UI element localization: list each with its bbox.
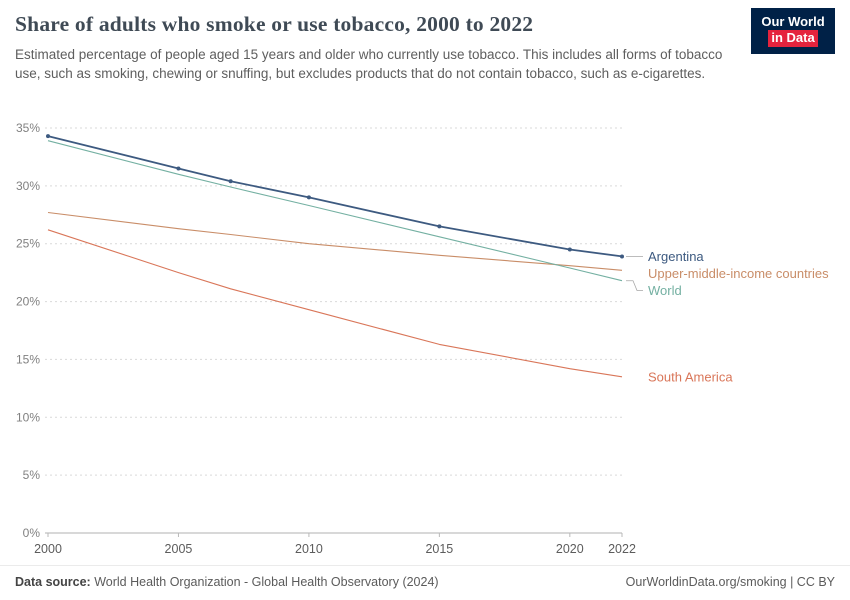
y-tick-label: 35%: [16, 121, 40, 135]
x-tick-label: 2010: [295, 542, 323, 556]
y-tick-label: 20%: [16, 295, 40, 309]
owid-logo[interactable]: Our World in Data: [751, 8, 835, 54]
chart-subtitle: Estimated percentage of people aged 15 y…: [15, 47, 723, 82]
y-tick-label: 15%: [16, 352, 40, 366]
line-chart: 0% 5% 10% 15% 20% 25% 30% 35% 2000 2005 2010 2015 20…: [0, 110, 850, 570]
series-line-argentina[interactable]: [47, 135, 623, 258]
page-title: Share of adults who smoke or use tobacco…: [15, 12, 534, 36]
owid-link[interactable]: OurWorldinData.org/smoking | CC BY: [625, 575, 835, 589]
data-source: Data source: World Health Organization -…: [15, 575, 439, 600]
series-point-argentina[interactable]: [46, 134, 50, 139]
owid-logo-line2: in Data: [768, 30, 818, 47]
label-connector-world: [626, 280, 643, 291]
y-tick-label: 25%: [16, 237, 40, 251]
series-line-upper-middle-income-countries[interactable]: [47, 211, 623, 271]
line-chart-canvas: 0% 5% 10% 15% 20% 25% 30% 35% 2000 2005 2010 2015 20…: [16, 121, 829, 556]
series-label-south-america[interactable]: South America: [648, 369, 733, 384]
series-point-argentina[interactable]: [620, 254, 624, 259]
series-label-world[interactable]: World: [648, 283, 682, 298]
data-source-text: World Health Organization - Global Healt…: [90, 575, 439, 589]
series-label-upper-middle-income-countries[interactable]: Upper-middle-income countries: [648, 266, 829, 281]
owid-logo-line1: Our World: [761, 14, 825, 29]
series-point-argentina[interactable]: [306, 195, 311, 200]
series-point-argentina[interactable]: [567, 247, 572, 252]
data-source-label: Data source:: [15, 575, 91, 589]
x-tick-label: 2005: [165, 542, 193, 556]
series-point-argentina[interactable]: [176, 166, 181, 171]
x-tick-label: 2020: [556, 542, 584, 556]
y-tick-label: 5%: [23, 468, 41, 482]
series-point-argentina[interactable]: [228, 179, 233, 184]
x-tick-label: 2022: [608, 542, 636, 556]
chart-header: Share of adults who smoke or use tobacco…: [15, 8, 835, 83]
x-tick-label: 2015: [425, 542, 453, 556]
y-tick-label: 10%: [16, 410, 40, 424]
series-line-world[interactable]: [47, 140, 623, 282]
y-tick-label: 0%: [23, 526, 41, 540]
x-tick-label: 2000: [34, 542, 62, 556]
series-point-argentina[interactable]: [437, 224, 442, 229]
series-label-argentina[interactable]: Argentina: [648, 249, 704, 264]
chart-footer: Data source: World Health Organization -…: [0, 565, 850, 600]
series-line-south-america[interactable]: [47, 229, 623, 378]
y-tick-label: 30%: [16, 179, 40, 193]
